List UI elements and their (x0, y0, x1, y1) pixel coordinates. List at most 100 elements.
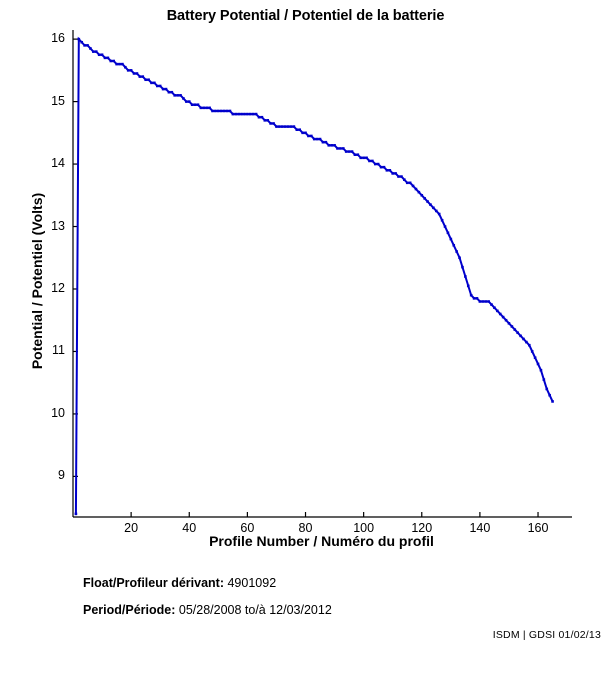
caption-float-value: 4901092 (227, 576, 277, 590)
data-point (138, 75, 142, 78)
y-tick-label: 9 (58, 468, 65, 483)
data-point (246, 112, 249, 116)
caption-period-key: Period/Période: (83, 603, 176, 617)
data-point (80, 40, 84, 44)
y-tick-label: 16 (51, 31, 65, 46)
data-point (449, 237, 453, 241)
data-point (254, 112, 258, 116)
data-point (385, 169, 389, 172)
data-point (92, 50, 95, 53)
data-point (458, 256, 461, 260)
caption-float-key: Float/Profileur dérivant: (83, 576, 224, 590)
data-point (312, 137, 316, 141)
data-point (318, 137, 322, 141)
data-point (231, 112, 235, 116)
data-point (164, 87, 168, 91)
data-point (501, 315, 505, 319)
footer-credit: ISDM | GDSI 01/02/13 (492, 629, 601, 641)
data-point (112, 59, 115, 63)
data-point (522, 337, 525, 341)
data-point (469, 293, 473, 297)
x-tick-label: 160 (527, 521, 549, 535)
x-tick-label: 80 (298, 521, 313, 535)
data-point (382, 165, 386, 169)
data-point (132, 72, 136, 75)
data-point (144, 78, 147, 82)
data-point (493, 306, 496, 310)
data-point (391, 172, 395, 175)
data-point (481, 300, 485, 303)
data-point (269, 122, 272, 125)
data-point (516, 331, 519, 335)
data-point (292, 125, 296, 128)
data-point (397, 175, 400, 178)
data-point (429, 203, 432, 206)
data-point (411, 184, 415, 188)
data-point (414, 187, 418, 191)
data-point (446, 231, 450, 235)
data-point (400, 175, 403, 178)
data-point (350, 150, 354, 153)
data-point (214, 109, 217, 113)
data-point (342, 147, 345, 150)
data-point (432, 206, 435, 210)
data-point (283, 125, 287, 128)
data-point (263, 119, 267, 122)
data-point (208, 106, 211, 110)
data-point (286, 125, 290, 128)
data-point (234, 112, 238, 116)
data-point (225, 109, 229, 113)
data-point (542, 378, 546, 381)
series-group (74, 36, 554, 516)
data-point (496, 309, 499, 313)
data-point (237, 112, 240, 116)
data-point (510, 325, 514, 328)
data-point (423, 197, 426, 200)
data-point (440, 218, 444, 222)
data-point (141, 75, 145, 78)
data-point (251, 112, 255, 116)
data-point (333, 144, 336, 147)
x-tick-label: 120 (411, 521, 433, 535)
data-point (452, 243, 456, 247)
data-point (161, 87, 165, 91)
data-point (417, 190, 421, 194)
data-point (280, 125, 284, 128)
data-point (478, 300, 482, 303)
data-point (176, 94, 179, 97)
page-title: Battery Potential / Potentiel de la batt… (166, 8, 445, 24)
data-point (272, 122, 275, 125)
data-point (376, 162, 380, 166)
data-point (466, 284, 470, 288)
data-point (167, 90, 171, 94)
data-point (310, 134, 313, 138)
data-point (158, 84, 162, 88)
x-axis-label: Profile Number / Numéro du profil (209, 533, 434, 549)
data-point (359, 156, 363, 160)
x-tick-label: 140 (469, 521, 491, 535)
data-point (94, 50, 98, 53)
data-point (190, 103, 194, 107)
data-point (124, 65, 127, 69)
data-point (260, 115, 264, 119)
data-point (173, 94, 177, 97)
data-point (109, 59, 113, 63)
data-point (519, 334, 522, 338)
y-tick-label: 13 (51, 218, 65, 233)
data-point (353, 153, 357, 156)
data-point (202, 106, 206, 110)
data-point (217, 109, 220, 113)
data-point (106, 56, 110, 60)
data-point (289, 125, 293, 128)
data-point (426, 200, 429, 203)
data-point (315, 137, 319, 141)
data-point (528, 343, 531, 347)
data-point (513, 328, 517, 331)
data-point (155, 84, 159, 88)
data-point (403, 178, 406, 181)
data-point (179, 94, 182, 97)
data-point (405, 181, 409, 185)
data-point (121, 62, 124, 66)
x-tick-label: 60 (240, 521, 255, 535)
